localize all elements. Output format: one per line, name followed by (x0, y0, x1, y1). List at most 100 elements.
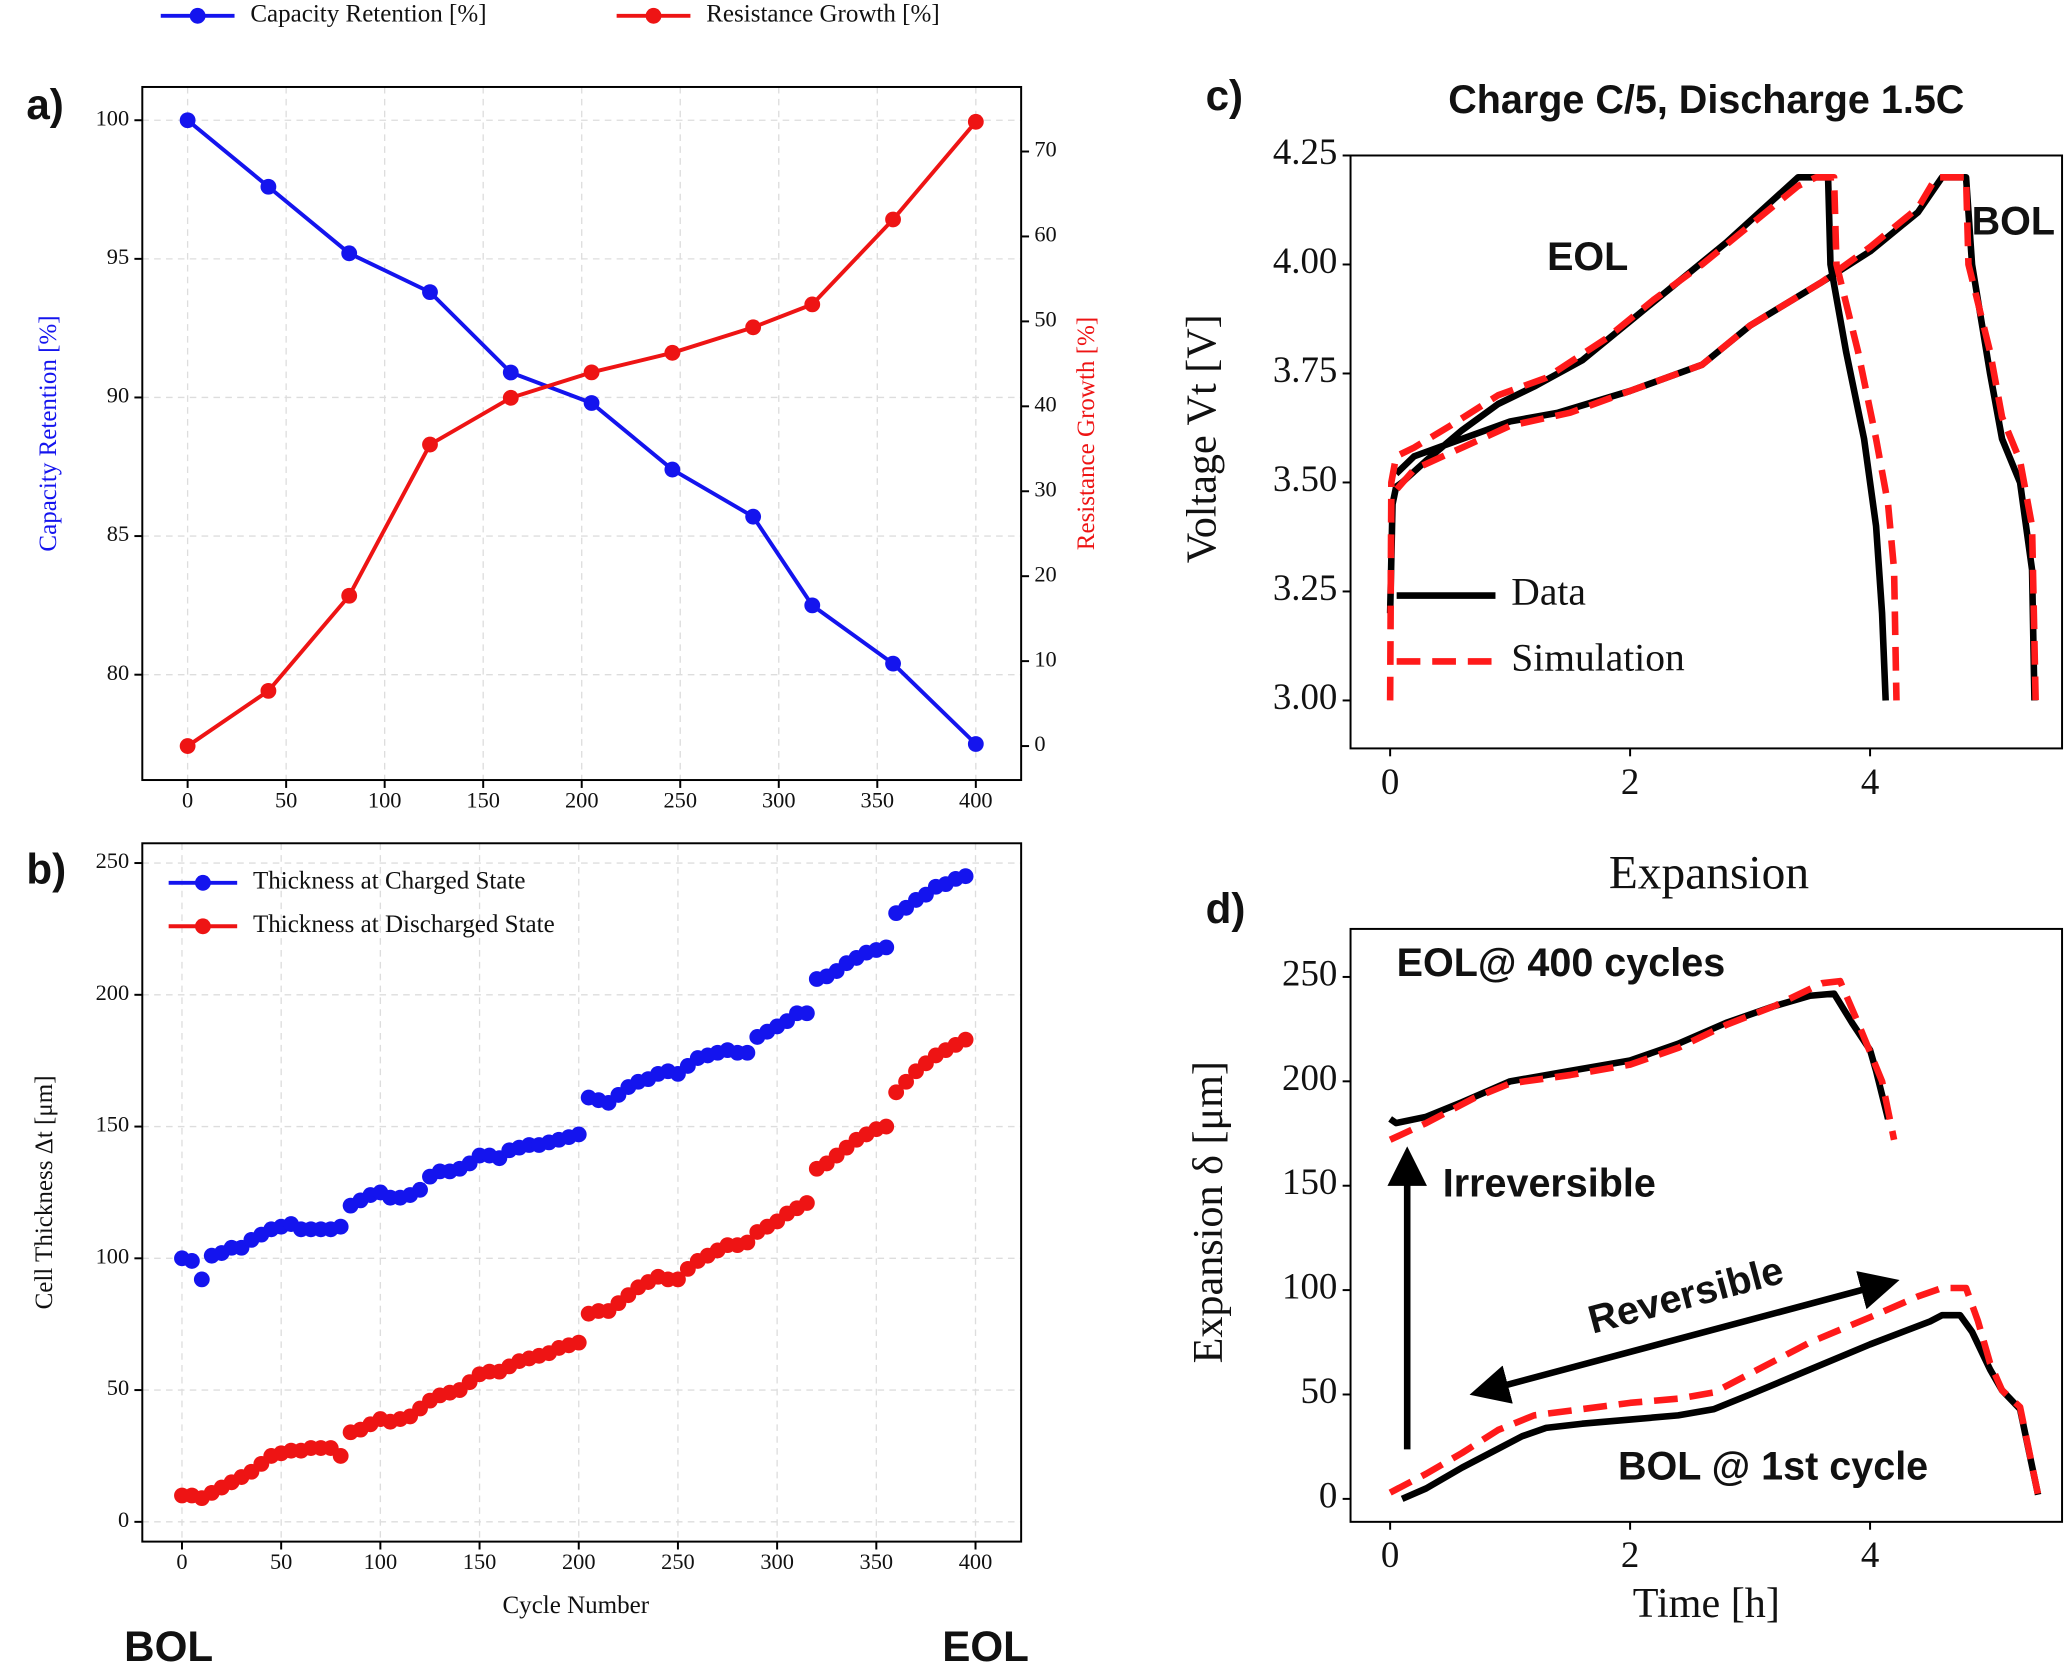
x-tick-label: 300 (760, 1549, 794, 1574)
data-point (878, 1118, 895, 1135)
data-point (412, 1181, 428, 1198)
y-tick-label: 3.75 (1273, 349, 1338, 390)
y-tick-label: 50 (107, 1375, 129, 1400)
x-tick-label: 350 (861, 788, 895, 813)
y-axis-label: Expansion δ [μm] (1185, 1061, 1232, 1363)
x-tick-label: 250 (661, 1549, 695, 1574)
y-axis-label: Cell Thickness Δt [μm] (31, 1075, 58, 1309)
y-tick-label: 50 (1300, 1370, 1337, 1411)
y2-tick-label: 20 (1034, 561, 1056, 586)
data-point (422, 436, 438, 453)
y2-tick-label: 70 (1034, 137, 1056, 162)
data-point (670, 1271, 686, 1288)
data-point (183, 1253, 200, 1269)
x-tick-label: 400 (959, 788, 993, 813)
plot-frame (1349, 154, 2064, 750)
data-point (888, 1084, 905, 1101)
data-point (332, 1448, 349, 1464)
legend-marker (195, 874, 211, 891)
x-axis-label: Time [h] (1633, 1580, 1780, 1627)
data-point (804, 597, 821, 614)
y2-tick-label: 40 (1034, 391, 1056, 416)
annotation: Reversible (1584, 1248, 1788, 1342)
x-tick-label: 150 (466, 788, 500, 813)
x-tick-label: 300 (762, 788, 796, 813)
series-line (1386, 173, 2039, 701)
data-point (739, 1044, 756, 1061)
legend-label: Capacity Retention [%] (250, 1, 486, 28)
data-point (745, 319, 762, 336)
data-point (739, 1234, 756, 1251)
data-point (260, 682, 277, 699)
legend-label: Thickness at Discharged State (253, 911, 555, 938)
data-point (804, 296, 821, 313)
x-tick-label: 400 (959, 1549, 993, 1574)
data-point (967, 113, 984, 130)
data-point (885, 211, 901, 228)
data-point (798, 1195, 815, 1211)
annotation: EOL (1547, 235, 1628, 279)
data-point (341, 587, 358, 604)
annotation: EOL (942, 1623, 1029, 1666)
y2-tick-label: 60 (1034, 222, 1056, 247)
legend-label: Thickness at Charged State (253, 868, 526, 895)
series-line (1388, 990, 2042, 1502)
data-point (664, 461, 681, 478)
y-tick-label: 3.25 (1273, 567, 1338, 608)
legend-marker (195, 918, 211, 935)
data-point (570, 1126, 587, 1143)
y-tick-label: 0 (1319, 1474, 1337, 1515)
data-point (885, 655, 901, 672)
annotation: EOL@ 400 cycles (1397, 941, 1726, 985)
x-tick-label: 0 (182, 788, 193, 813)
data-point (798, 1005, 815, 1022)
x-tick-label: 150 (463, 1549, 497, 1574)
y-tick-label: 80 (107, 660, 129, 685)
panel-label: a) (26, 81, 63, 128)
y-tick-label: 4.00 (1273, 240, 1338, 281)
y-tick-label: 100 (96, 1243, 130, 1268)
x-tick-label: 200 (562, 1549, 596, 1574)
chart-title: Expansion (1609, 847, 1809, 899)
data-point (502, 364, 519, 381)
series-line (1388, 977, 2042, 1496)
x-tick-label: 2 (1621, 761, 1639, 802)
x-tick-label: 50 (270, 1549, 292, 1574)
chart-title: Charge C/5, Discharge 1.5C (1448, 78, 1964, 122)
y-tick-label: 100 (1282, 1266, 1337, 1307)
data-point (664, 344, 681, 361)
legend-marker (189, 7, 206, 24)
y-tick-label: 90 (107, 383, 129, 408)
x-tick-label: 100 (368, 788, 402, 813)
data-point (341, 245, 358, 262)
y-tick-label: 150 (96, 1112, 130, 1137)
data-point (878, 939, 895, 956)
data-point (957, 1031, 974, 1048)
data-point (193, 1271, 210, 1288)
y2-tick-label: 30 (1034, 476, 1056, 501)
data-point (967, 736, 984, 752)
x-tick-label: 0 (1381, 1534, 1399, 1575)
x-tick-label: 0 (176, 1549, 187, 1574)
legend-marker (645, 7, 662, 24)
data-point (179, 738, 196, 754)
y-tick-label: 4.25 (1273, 131, 1338, 172)
annotation: Irreversible (1443, 1161, 1656, 1205)
data-point (332, 1218, 349, 1235)
x-tick-label: 350 (860, 1549, 894, 1574)
plot-frame (141, 842, 1023, 1543)
annotation: BOL (124, 1623, 213, 1666)
data-point (583, 364, 600, 381)
data-point (260, 178, 277, 195)
x-tick-label: 0 (1381, 761, 1399, 802)
data-point (583, 395, 600, 411)
panel-label: c) (1206, 72, 1243, 119)
data-point (898, 1073, 914, 1090)
data-point (570, 1334, 587, 1351)
data-point (179, 112, 196, 129)
data-point (502, 389, 519, 406)
y-tick-label: 100 (96, 105, 130, 130)
x-axis-label: Cycle Number (503, 1592, 650, 1619)
plot-frame (1349, 927, 2064, 1523)
